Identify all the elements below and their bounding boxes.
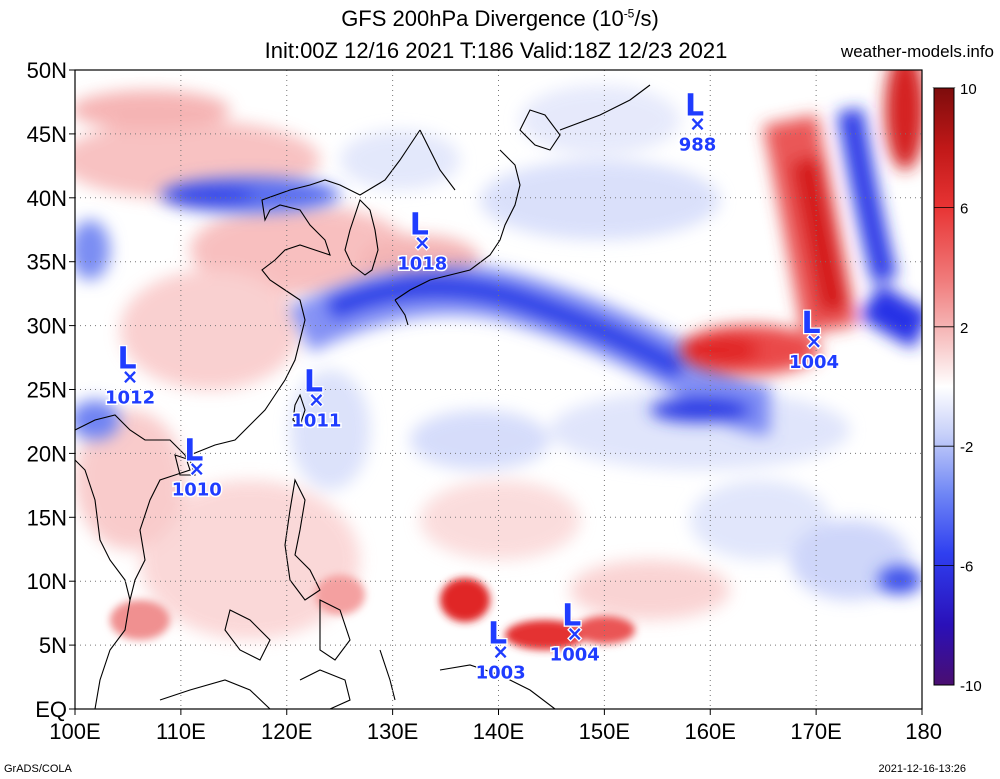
colorbar-scale: [933, 87, 955, 686]
low-pressure-value: 1003: [476, 662, 526, 683]
latitude-axis: 50N 45N 40N 35N 30N 25N 20N 15N 10N 5N EQ: [27, 58, 75, 722]
lon-label: 180: [905, 719, 942, 744]
low-pressure-value: 1010: [172, 480, 222, 501]
low-center-mark: ×: [689, 112, 706, 136]
low-center-mark: ×: [806, 329, 823, 353]
low-symbol: L: [304, 365, 323, 400]
low-pressure-center: L×1004: [787, 305, 840, 375]
low-center-mark: ×: [308, 388, 325, 412]
low-pressure-center: L×1018: [396, 206, 449, 276]
low-pressure-value: 1004: [550, 645, 600, 666]
colorbar-ticks: 10 6 2 -2 -6 -10: [934, 81, 982, 695]
lat-label: 50N: [27, 58, 67, 83]
render-timestamp: 2021-12-16-13:26: [878, 763, 966, 775]
colorbar: 10 6 2 -2 -6 -10: [932, 81, 982, 695]
lat-label: 35N: [27, 250, 67, 275]
low-pressure-center: L×1010: [170, 432, 223, 502]
lat-label: 25N: [27, 378, 67, 403]
lat-label: 30N: [27, 314, 67, 339]
longitude-axis: 100E 110E 120E 130E 140E 150E 160E 170E 180: [49, 709, 942, 744]
lon-label: 120E: [261, 719, 312, 744]
lon-label: 130E: [367, 719, 418, 744]
low-pressure-center: L×1011: [290, 363, 343, 433]
low-pressure-value: 1012: [105, 388, 155, 409]
colorbar-label: -2: [960, 439, 973, 456]
lon-label: 100E: [49, 719, 100, 744]
low-center-mark: ×: [122, 365, 139, 389]
lat-label: 10N: [27, 569, 67, 594]
low-center-mark: ×: [414, 231, 431, 255]
site-watermark: weather-models.info: [840, 42, 994, 61]
lat-label: 45N: [27, 122, 67, 147]
low-pressure-center: L×1003: [474, 615, 527, 685]
low-symbol: L: [410, 208, 429, 243]
colorbar-label: -10: [960, 678, 982, 695]
lon-label: 150E: [579, 719, 630, 744]
lon-label: 160E: [685, 719, 736, 744]
low-pressure-value: 1004: [789, 352, 839, 373]
low-center-mark: ×: [492, 639, 509, 663]
colorbar-label: 2: [960, 320, 968, 337]
low-symbol: L: [801, 306, 820, 341]
lat-label: 15N: [27, 505, 67, 530]
lon-label: 110E: [156, 719, 206, 744]
lat-label: 20N: [27, 441, 67, 466]
low-pressure-center: L×988: [677, 87, 718, 157]
chart-subtitle: Init:00Z 12/16 2021 T:186 Valid:18Z 12/2…: [264, 38, 728, 63]
colorbar-label: 10: [960, 81, 977, 98]
lat-lon-grid: [75, 70, 922, 709]
lat-label: 5N: [39, 633, 67, 658]
low-pressure-center: L×1012: [104, 340, 157, 410]
colorbar-label: 6: [960, 200, 968, 217]
lon-label: 140E: [473, 719, 524, 744]
lon-label: 170E: [790, 719, 841, 744]
low-pressure-value: 1011: [291, 411, 341, 432]
software-credit: GrADS/COLA: [4, 763, 72, 775]
low-symbol: L: [562, 599, 581, 634]
low-center-mark: ×: [566, 622, 583, 646]
low-pressure-center: L×1004: [548, 597, 601, 667]
coastlines: [75, 84, 651, 709]
lat-label: 40N: [27, 186, 67, 211]
low-center-mark: ×: [188, 457, 205, 481]
lat-label: EQ: [35, 697, 67, 722]
low-symbol: L: [184, 434, 203, 469]
low-symbol: L: [685, 89, 704, 124]
chart-title: GFS 200hPa Divergence (10-5/s): [341, 6, 659, 31]
colorbar-label: -6: [960, 559, 973, 576]
low-pressure-value: 988: [679, 135, 717, 156]
low-symbol: L: [488, 616, 507, 651]
low-symbol: L: [117, 342, 136, 377]
low-pressure-value: 1018: [397, 254, 447, 275]
